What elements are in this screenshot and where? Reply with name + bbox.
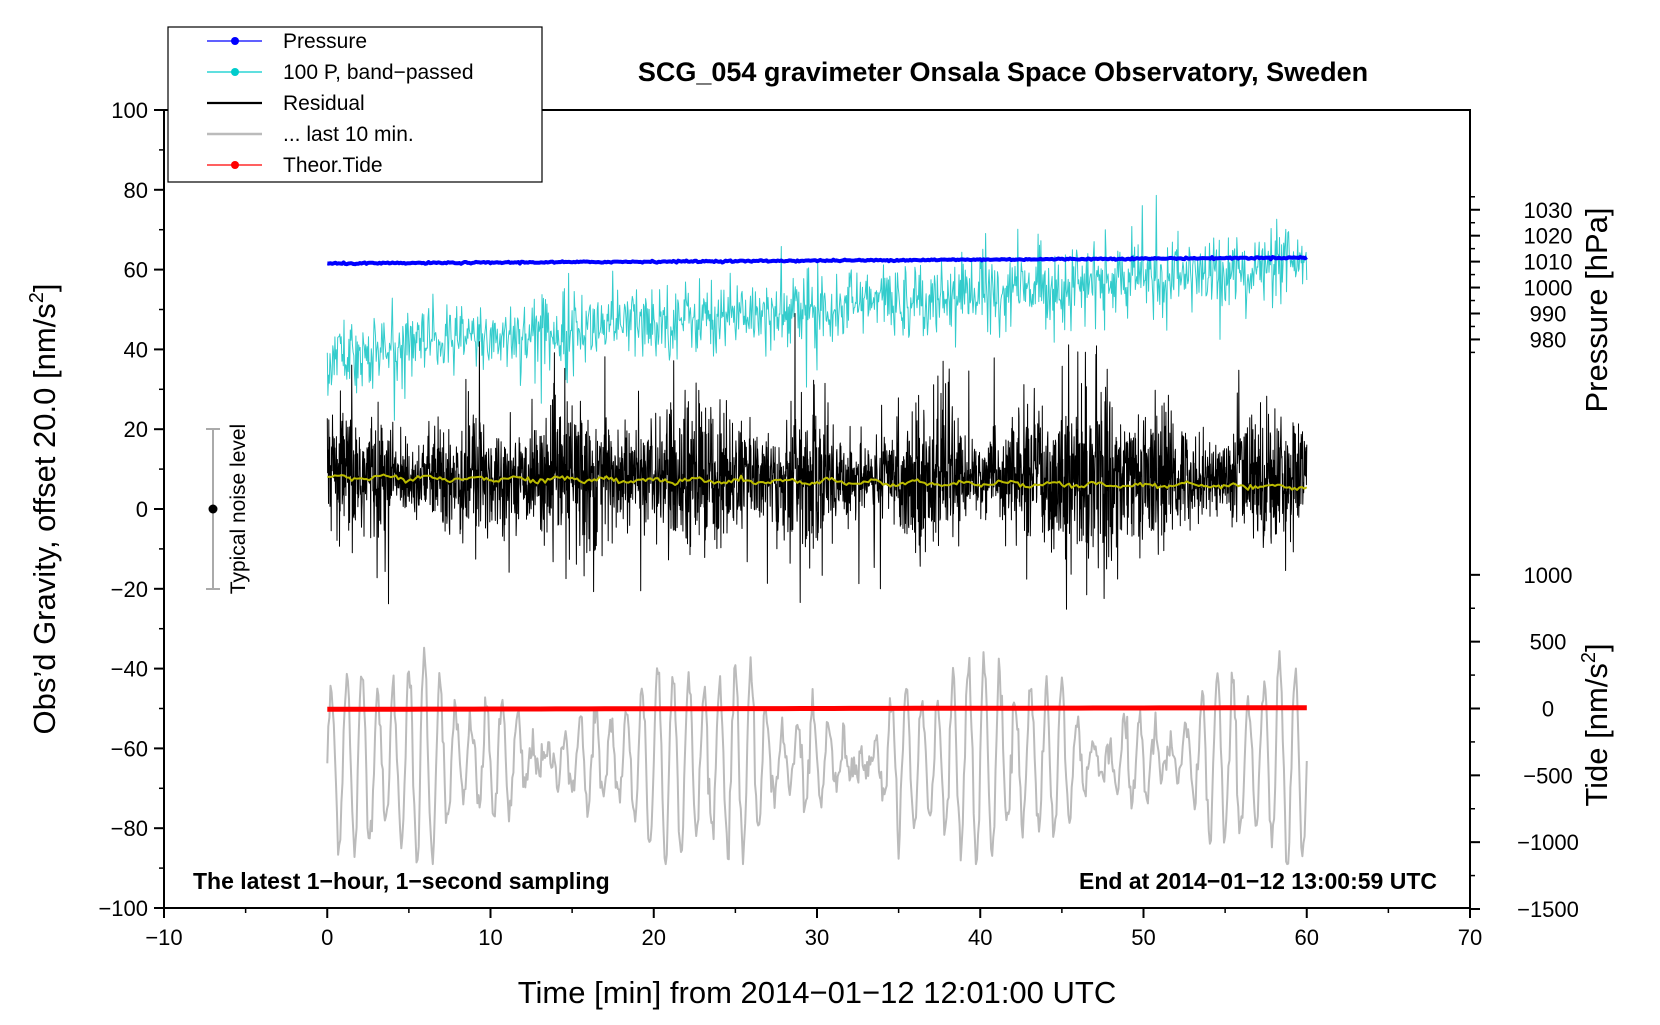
legend-label: ... last 10 min. [283, 123, 414, 146]
y-left-tick-label: −100 [98, 896, 148, 921]
x-tick-label: 40 [968, 925, 992, 950]
y-left-tick-label: −40 [111, 657, 148, 682]
y-tide-tick-label: −1000 [1517, 830, 1579, 855]
x-tick-label: −10 [145, 925, 182, 950]
y-left-tick-label: 80 [124, 178, 148, 203]
y-left-tick-label: −80 [111, 816, 148, 841]
legend-marker [231, 161, 239, 169]
y-pressure-tick-label: 1030 [1524, 198, 1573, 223]
x-tick-label: 30 [805, 925, 829, 950]
legend-label: Pressure [283, 30, 367, 53]
y-axis-tide-label-end: ] [1579, 643, 1614, 652]
y-axis-left-label: Obs’d Gravity, offset 20.0 [nm/s2] [26, 283, 62, 734]
y-axis-left-label-main: Obs’d Gravity, offset 20.0 [nm/s [27, 303, 62, 734]
y-axis-left: 100 80 60 40 20 0 −20 −40 −60 −80 −100 [98, 98, 164, 921]
y-left-tick-label: 40 [124, 337, 148, 362]
x-axis-label: Time [min] from 2014−01−12 12:01:00 UTC [518, 975, 1117, 1010]
y-axis-tide-label: Tide [nm/s2] [1578, 643, 1614, 806]
y-left-tick-label: −60 [111, 736, 148, 761]
noise-indicator: Typical noise level [206, 424, 250, 594]
x-tick-label: 10 [478, 925, 502, 950]
legend-label: Residual [283, 92, 365, 115]
series-residual-smoothed [327, 473, 1308, 491]
y-left-tick-label: −20 [111, 577, 148, 602]
noise-label: Typical noise level [227, 424, 250, 594]
y-axis-tide-label-main: Tide [nm/s [1579, 663, 1614, 807]
x-tick-label: 0 [321, 925, 333, 950]
y-left-tick-label: 20 [124, 417, 148, 442]
y-pressure-tick-label: 1020 [1524, 224, 1573, 249]
y-tide-tick-label: 500 [1530, 630, 1567, 655]
x-tick-label: 50 [1131, 925, 1155, 950]
y-axis-left-label-sup: 2 [26, 292, 48, 303]
series-theor-tide [327, 705, 1307, 712]
series-last-10-min [326, 646, 1308, 866]
series-pressure [326, 255, 1308, 267]
legend-label: 100 P, band−passed [283, 61, 474, 84]
y-left-tick-label: 60 [124, 258, 148, 283]
y-pressure-tick-label: 980 [1530, 327, 1567, 352]
y-left-tick-label: 100 [111, 98, 148, 123]
y-axis-tide: 1000 500 0 −500 −1000 −1500 [1470, 563, 1579, 922]
x-axis: −10 0 10 20 30 40 50 60 70 [145, 908, 1482, 950]
legend-item: Pressure [207, 30, 367, 53]
y-pressure-tick-label: 1010 [1524, 250, 1573, 275]
y-tide-tick-label: 1000 [1524, 563, 1573, 588]
y-pressure-tick-label: 1000 [1524, 276, 1573, 301]
y-tide-tick-label: 0 [1542, 697, 1554, 722]
legend-marker [231, 68, 239, 76]
legend: Pressure 100 P, band−passed Residual ... la… [167, 26, 543, 183]
legend-label: Theor.Tide [283, 154, 383, 177]
legend-marker [231, 37, 239, 45]
y-pressure-tick-label: 990 [1530, 301, 1567, 326]
y-tide-tick-label: −500 [1523, 763, 1573, 788]
y-axis-pressure-label: Pressure [hPa] [1579, 207, 1614, 412]
x-tick-label: 70 [1458, 925, 1482, 950]
series-band-passed-pressure [326, 194, 1308, 421]
legend-item: Theor.Tide [207, 154, 383, 177]
y-tide-tick-label: −1500 [1517, 897, 1579, 922]
series-layer [326, 194, 1308, 866]
legend-items: Pressure 100 P, band−passed Residual ... la… [207, 30, 474, 177]
sampling-note: The latest 1−hour, 1−second sampling [193, 868, 610, 894]
y-left-tick-label: 0 [136, 497, 148, 522]
end-time-note: End at 2014−01−12 13:00:59 UTC [1079, 868, 1437, 894]
legend-item: ... last 10 min. [207, 123, 414, 146]
x-tick-label: 20 [642, 925, 666, 950]
noise-center-dot [208, 504, 218, 514]
y-axis-tide-label-sup: 2 [1578, 652, 1600, 663]
legend-box [167, 26, 543, 183]
y-axis-left-label-end: ] [27, 283, 62, 292]
legend-item: 100 P, band−passed [207, 61, 474, 84]
legend-item: Residual [207, 92, 365, 115]
series-residual [326, 313, 1308, 610]
x-tick-label: 60 [1295, 925, 1319, 950]
chart-title: SCG_054 gravimeter Onsala Space Observat… [638, 57, 1368, 87]
